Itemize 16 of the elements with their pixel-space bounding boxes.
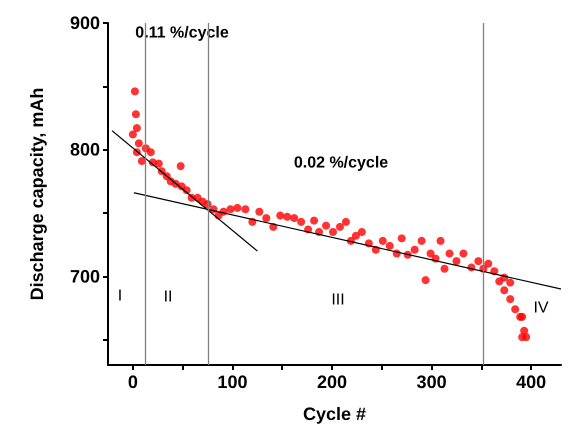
y-tick-label: 700 (70, 266, 100, 286)
x-tick-label: 300 (416, 372, 447, 392)
annotation: 0.02 %/cycle (294, 154, 388, 172)
x-tick-label: 200 (316, 372, 348, 392)
x-tick-label: 400 (516, 372, 546, 392)
x-tick-label: 100 (217, 372, 248, 392)
annotation: I (118, 288, 122, 304)
annotation: 0.11 %/cycle (135, 24, 229, 42)
y-axis-title: Discharge capacity, mAh (27, 88, 47, 300)
x-tick-label: 0 (128, 372, 138, 392)
y-tick-label: 900 (70, 13, 100, 33)
x-axis-title: Cycle # (302, 404, 366, 424)
annotation: II (164, 288, 172, 306)
annotation: IV (533, 300, 549, 316)
annotation: III (331, 292, 345, 308)
y-tick-label: 800 (70, 140, 100, 160)
